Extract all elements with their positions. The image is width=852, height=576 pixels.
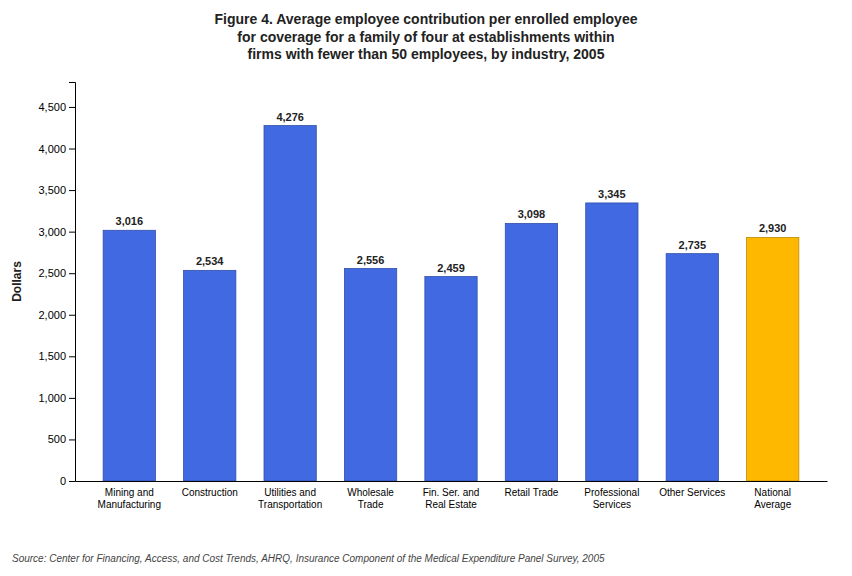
bar (344, 269, 396, 481)
x-tick: WholesaleTrade (347, 487, 394, 510)
data-label: 2,556 (357, 254, 385, 266)
x-tick-label-line: Transportation (258, 499, 322, 510)
x-tick-label: Utilities andTransportation (258, 487, 322, 510)
bars (103, 126, 799, 481)
y-tick-label: 1,500 (38, 350, 66, 362)
y-tick: 1,000 (38, 392, 75, 404)
x-tick: Utilities andTransportation (258, 487, 322, 510)
data-label: 2,459 (437, 262, 465, 274)
y-tick: 500 (48, 433, 75, 445)
y-tick: 0 (60, 475, 75, 487)
x-tick-label-line: Real Estate (425, 499, 477, 510)
x-tick-label-line: National (754, 487, 791, 498)
bar (505, 223, 557, 481)
y-tick-label: 500 (48, 433, 66, 445)
annotation: Source: Center for Financing, Access, an… (12, 553, 605, 564)
y-tick: 1,500 (38, 350, 75, 362)
x-tick-label-line: Utilities and (264, 487, 316, 498)
x-tick-label-line: Manufacturing (98, 499, 161, 510)
y-tick-label: 3,000 (38, 226, 66, 238)
bar (264, 126, 316, 481)
x-tick-label: Other Services (659, 487, 725, 498)
x-tick-label: NationalAverage (754, 487, 792, 510)
y-tick: 4,500 (38, 101, 75, 113)
y-axis-line (69, 83, 76, 482)
y-tick-label: 1,000 (38, 392, 66, 404)
chart: Figure 4. Average employee contribution … (0, 0, 852, 576)
data-label: 2,930 (759, 222, 787, 234)
x-tick-label-line: Retail Trade (504, 487, 558, 498)
x-tick-label-line: Professional (584, 487, 639, 498)
bar (666, 254, 718, 481)
x-tick: NationalAverage (754, 487, 792, 510)
y-axis-title: Dollars (10, 261, 24, 302)
x-tick: ProfessionalServices (584, 487, 639, 510)
title-line: Figure 4. Average employee contribution … (215, 11, 638, 27)
data-labels: 3,016 2,534 4,276 2,556 2,459 3,098 3,345 2,735… (116, 111, 787, 274)
x-tick-label-line: Fin. Ser. and (423, 487, 480, 498)
x-tick-label-line: Mining and (105, 487, 154, 498)
title: Figure 4. Average employee contribution … (215, 11, 638, 62)
y-tick: 3,500 (38, 184, 75, 196)
bar (103, 230, 155, 481)
y-tick-mark (69, 481, 75, 482)
x-tick: Other Services (659, 487, 725, 498)
data-label: 3,098 (518, 208, 546, 220)
x-tick-label: Fin. Ser. andReal Estate (423, 487, 480, 510)
x-tick-label-line: Trade (358, 499, 384, 510)
y-tick-mark (69, 190, 75, 191)
title-line: firms with fewer than 50 employees, by i… (248, 46, 605, 62)
bar (425, 277, 477, 481)
y-tick-mark (69, 149, 75, 150)
x-tick-label: Construction (182, 487, 238, 498)
data-label: 2,534 (196, 255, 224, 267)
y-tick-mark (69, 398, 75, 399)
y-tick-mark (69, 232, 75, 233)
x-tick-label: Retail Trade (504, 487, 558, 498)
x-tick: Construction (182, 487, 238, 498)
x-tick-label-line: Wholesale (347, 487, 394, 498)
y-tick-label: 4,000 (38, 143, 66, 155)
x-tick: Mining andManufacturing (98, 487, 161, 510)
data-label: 3,345 (598, 188, 626, 200)
y-tick: 2,000 (38, 309, 75, 321)
x-axis: Mining andManufacturing Construction Utili… (76, 482, 828, 511)
y-tick-label: 2,500 (38, 267, 66, 279)
y-tick: 4,000 (38, 143, 75, 155)
x-tick-label: Mining andManufacturing (98, 487, 161, 510)
y-tick-mark (69, 315, 75, 316)
y-tick-label: 4,500 (38, 101, 66, 113)
y-axis: 0 500 1,000 1,500 2,000 2,500 3,000 3,500 4,000 4… (38, 83, 75, 488)
x-tick-label: WholesaleTrade (347, 487, 394, 510)
title-line: for coverage for a family of four at est… (237, 29, 614, 45)
y-tick-mark (69, 356, 75, 357)
y-tick-label: 3,500 (38, 184, 66, 196)
y-tick-mark (69, 439, 75, 440)
y-tick: 2,500 (38, 267, 75, 279)
bar (184, 270, 236, 481)
y-tick-mark (69, 107, 75, 108)
y-tick-mark (69, 273, 75, 274)
x-tick-label: ProfessionalServices (584, 487, 639, 510)
bar (747, 237, 799, 481)
x-tick-label-line: Other Services (659, 487, 725, 498)
x-tick-label-line: Services (593, 499, 631, 510)
y-tick-label: 0 (60, 475, 66, 487)
data-label: 4,276 (276, 111, 304, 123)
data-label: 3,016 (116, 215, 144, 227)
data-label: 2,735 (679, 239, 707, 251)
x-tick-label-line: Construction (182, 487, 238, 498)
y-tick-label: 2,000 (38, 309, 66, 321)
x-tick: Fin. Ser. andReal Estate (423, 487, 480, 510)
x-axis-line (76, 481, 828, 482)
x-tick-label-line: Average (754, 499, 792, 510)
y-tick: 3,000 (38, 226, 75, 238)
bar (586, 203, 638, 481)
x-tick: Retail Trade (504, 487, 558, 498)
